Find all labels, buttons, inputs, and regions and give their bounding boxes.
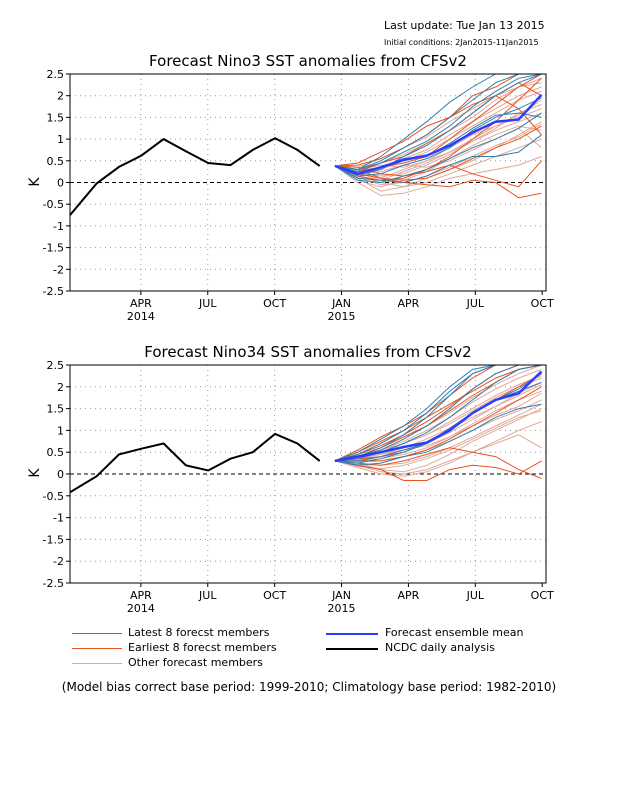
legend-other-label: Other forecast members	[128, 656, 263, 669]
ncdc-analysis-line	[70, 432, 321, 494]
earliest-member-line	[334, 95, 542, 167]
latest-member-line	[334, 74, 542, 176]
latest-member-line	[334, 74, 542, 171]
y-tick-label: 0.5	[47, 446, 65, 459]
y-axis-label: K	[27, 177, 43, 187]
y-tick-label: 2.5	[47, 359, 65, 372]
x-tick-year: 2014	[127, 602, 155, 615]
latest-member-line	[334, 365, 542, 462]
chart-panel-1: Forecast Nino3 SST anomalies from CFSv2 2…	[27, 52, 554, 323]
y-tick-label: 1.5	[47, 111, 65, 124]
plot-frame	[69, 73, 547, 292]
y-tick-label: -0.5	[43, 490, 64, 503]
x-tick-label: JAN	[331, 297, 351, 310]
earliest-member-line	[334, 77, 542, 181]
chart-title: Forecast Nino3 SST anomalies from CFSv2	[149, 52, 467, 70]
other-member-line	[334, 125, 542, 188]
y-tick-label: 1	[57, 133, 64, 146]
x-tick-label: OCT	[531, 297, 554, 310]
other-member-line	[334, 365, 542, 462]
y-tick-label: -1	[53, 512, 64, 525]
other-member-line	[334, 384, 542, 462]
legend-latest-swatch	[72, 633, 122, 634]
ensemble-mean-line	[334, 370, 543, 463]
x-tick-label: APR	[398, 297, 420, 310]
chart-panel-2: Forecast Nino34 SST anomalies from CFSv2…	[27, 343, 554, 615]
x-tick-label: JUL	[198, 297, 217, 310]
x-tick-label: JUL	[466, 297, 485, 310]
x-tick-label: OCT	[531, 589, 554, 602]
other-member-line	[334, 156, 542, 197]
legend-mean-swatch	[326, 633, 378, 635]
latest-member-line	[334, 74, 542, 173]
y-tick-label: -0.5	[43, 198, 64, 211]
latest-member-line	[334, 97, 542, 177]
other-member-line	[334, 421, 542, 477]
y-tick-label: 1.5	[47, 403, 65, 416]
last-update-label: Last update: Tue Jan 13 2015	[384, 19, 545, 32]
x-tick-year: 2014	[127, 310, 155, 323]
legend-earliest-label: Earliest 8 forecst members	[128, 641, 277, 654]
other-member-line	[334, 403, 542, 466]
y-tick-label: -1.5	[43, 533, 64, 546]
y-tick-label: -2	[53, 263, 64, 276]
legend-earliest-swatch	[72, 648, 122, 649]
earliest-member-line	[334, 460, 542, 481]
ncdc-analysis-line	[70, 137, 321, 216]
plot-area	[70, 365, 543, 494]
y-tick-label: 2.5	[47, 68, 65, 81]
legend-mean-label: Forecast ensemble mean	[385, 626, 524, 639]
y-tick-label: 0	[57, 468, 64, 481]
footnote: (Model bias correct base period: 1999-20…	[61, 680, 557, 694]
x-tick-label: APR	[130, 297, 152, 310]
initial-conditions-label: Initial conditions: 2Jan2015-11Jan2015	[384, 38, 539, 47]
y-tick-label: -1	[53, 220, 64, 233]
legend-other-swatch	[72, 663, 122, 664]
latest-member-line	[334, 74, 542, 171]
y-tick-label: 2	[57, 90, 64, 103]
plot-frame	[69, 364, 547, 584]
other-member-line	[334, 77, 542, 171]
y-tick-label: -2.5	[43, 285, 64, 298]
legend-latest-label: Latest 8 forecst members	[128, 626, 270, 639]
chart-title: Forecast Nino34 SST anomalies from CFSv2	[144, 343, 471, 361]
x-tick-label: OCT	[263, 297, 286, 310]
x-tick-label: JAN	[331, 589, 351, 602]
y-tick-label: -2	[53, 555, 64, 568]
y-tick-label: 2	[57, 381, 64, 394]
y-tick-label: -1.5	[43, 242, 64, 255]
x-tick-label: OCT	[263, 589, 286, 602]
legend-ncdc-label: NCDC daily analysis	[385, 641, 495, 654]
other-member-line	[334, 390, 542, 462]
other-member-line	[334, 408, 542, 473]
other-member-line	[334, 434, 542, 475]
latest-member-line	[334, 403, 542, 466]
x-tick-label: JUL	[198, 589, 217, 602]
x-tick-year: 2015	[328, 310, 356, 323]
x-tick-label: APR	[130, 589, 152, 602]
y-tick-label: 0.5	[47, 155, 65, 168]
earliest-member-line	[334, 165, 542, 199]
x-tick-label: APR	[398, 589, 420, 602]
earliest-member-line	[334, 365, 542, 462]
plot-area	[70, 74, 543, 216]
latest-member-line	[334, 365, 542, 462]
latest-member-line	[334, 112, 542, 184]
y-tick-label: -2.5	[43, 577, 64, 590]
latest-member-line	[334, 134, 542, 184]
x-tick-label: JUL	[466, 589, 485, 602]
y-tick-label: 0	[57, 177, 64, 190]
legend-ncdc-swatch	[326, 648, 378, 650]
x-tick-year: 2015	[328, 602, 356, 615]
y-axis-label: K	[27, 468, 43, 478]
ensemble-mean-line	[334, 93, 543, 176]
y-tick-label: 1	[57, 424, 64, 437]
earliest-member-line	[334, 125, 542, 181]
earliest-member-line	[334, 365, 542, 462]
latest-member-line	[334, 365, 542, 462]
